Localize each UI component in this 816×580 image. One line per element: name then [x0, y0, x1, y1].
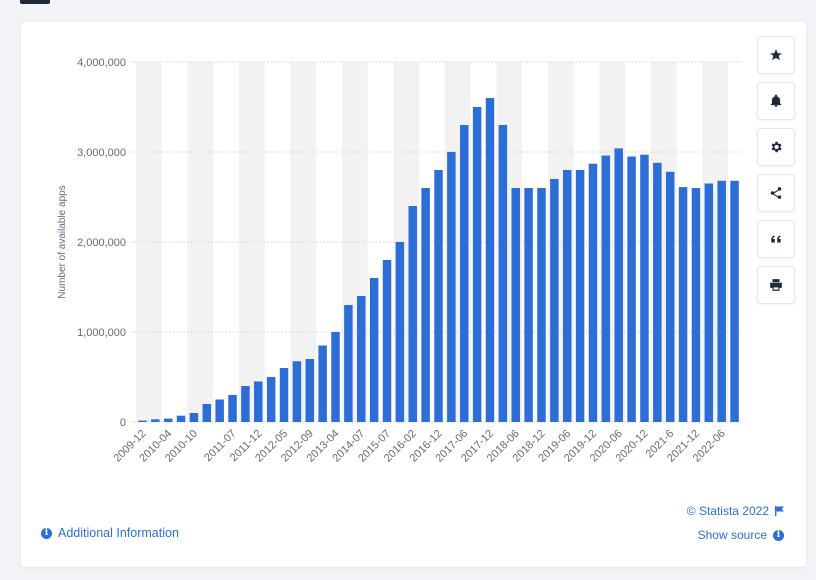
bar [717, 180, 726, 422]
bar [266, 377, 276, 422]
bar [344, 305, 353, 422]
bar [254, 381, 263, 422]
bar [653, 162, 662, 423]
y-tick-label: 3,000,000 [77, 147, 126, 159]
bar [550, 179, 559, 422]
y-tick-label: 1,000,000 [77, 327, 126, 339]
bar [215, 399, 224, 422]
bar [395, 242, 405, 422]
flag-icon [775, 506, 784, 516]
bar [434, 170, 443, 422]
bar [241, 386, 250, 422]
bar [369, 278, 379, 422]
info-icon: i [773, 529, 784, 541]
bar [537, 188, 546, 422]
bar [382, 260, 392, 422]
cite-button[interactable] [757, 220, 795, 258]
top-header-sliver [20, 0, 50, 4]
y-axis-label: Number of available apps [57, 185, 68, 298]
bar [408, 206, 418, 422]
bar [730, 180, 739, 422]
side-toolbar [757, 36, 797, 312]
bar [357, 296, 366, 422]
bar [189, 413, 199, 422]
credit-text: © Statista 2022 [686, 504, 769, 518]
favorite-button[interactable] [757, 36, 795, 74]
additional-information-label: Additional Information [58, 526, 179, 540]
bar [138, 420, 147, 422]
star-icon [770, 49, 782, 61]
bar [305, 359, 315, 422]
bar [691, 188, 701, 422]
info-icon: i [41, 527, 52, 539]
bar [421, 188, 430, 422]
bar [318, 345, 327, 422]
bar [498, 125, 508, 422]
bar [511, 188, 520, 422]
bar [176, 415, 186, 422]
bar-chart: 01,000,0002,000,0003,000,0004,000,000200… [57, 57, 741, 465]
show-source-link[interactable]: Show source i [698, 528, 784, 542]
bell-icon [770, 94, 782, 107]
bar [292, 361, 302, 422]
bar [447, 152, 456, 422]
bar [331, 332, 340, 422]
y-tick-label: 0 [120, 417, 126, 429]
bar [601, 155, 611, 422]
quote-icon [771, 235, 781, 243]
share-button[interactable] [757, 174, 795, 212]
show-source-label: Show source [697, 528, 767, 542]
bar [163, 418, 173, 422]
y-tick-label: 4,000,000 [77, 57, 126, 69]
bar [588, 163, 598, 422]
statista-credit[interactable]: © Statista 2022 [687, 504, 784, 518]
bar [485, 98, 495, 422]
share-icon [770, 187, 782, 199]
print-button[interactable] [757, 266, 795, 304]
bar [665, 171, 675, 422]
bar [459, 125, 469, 422]
chart-card: 0 1,000,000 2,000,000 3,000,000 4,000,000 200… [21, 22, 806, 567]
bar [627, 156, 636, 422]
bar [640, 154, 649, 422]
bar [151, 419, 160, 422]
bar [704, 183, 714, 422]
bar [614, 148, 623, 422]
bar [228, 395, 237, 422]
bar [279, 368, 289, 422]
gear-icon [771, 141, 782, 153]
bar [562, 170, 572, 422]
bar [202, 404, 212, 422]
bar [472, 107, 482, 422]
bar [524, 188, 533, 422]
print-icon [770, 279, 782, 291]
y-tick-label: 2,000,000 [77, 237, 126, 249]
settings-button[interactable] [757, 128, 795, 166]
bar [575, 170, 585, 422]
notification-button[interactable] [757, 82, 795, 120]
bar [678, 187, 688, 422]
additional-information-link[interactable]: i Additional Information [41, 526, 179, 540]
